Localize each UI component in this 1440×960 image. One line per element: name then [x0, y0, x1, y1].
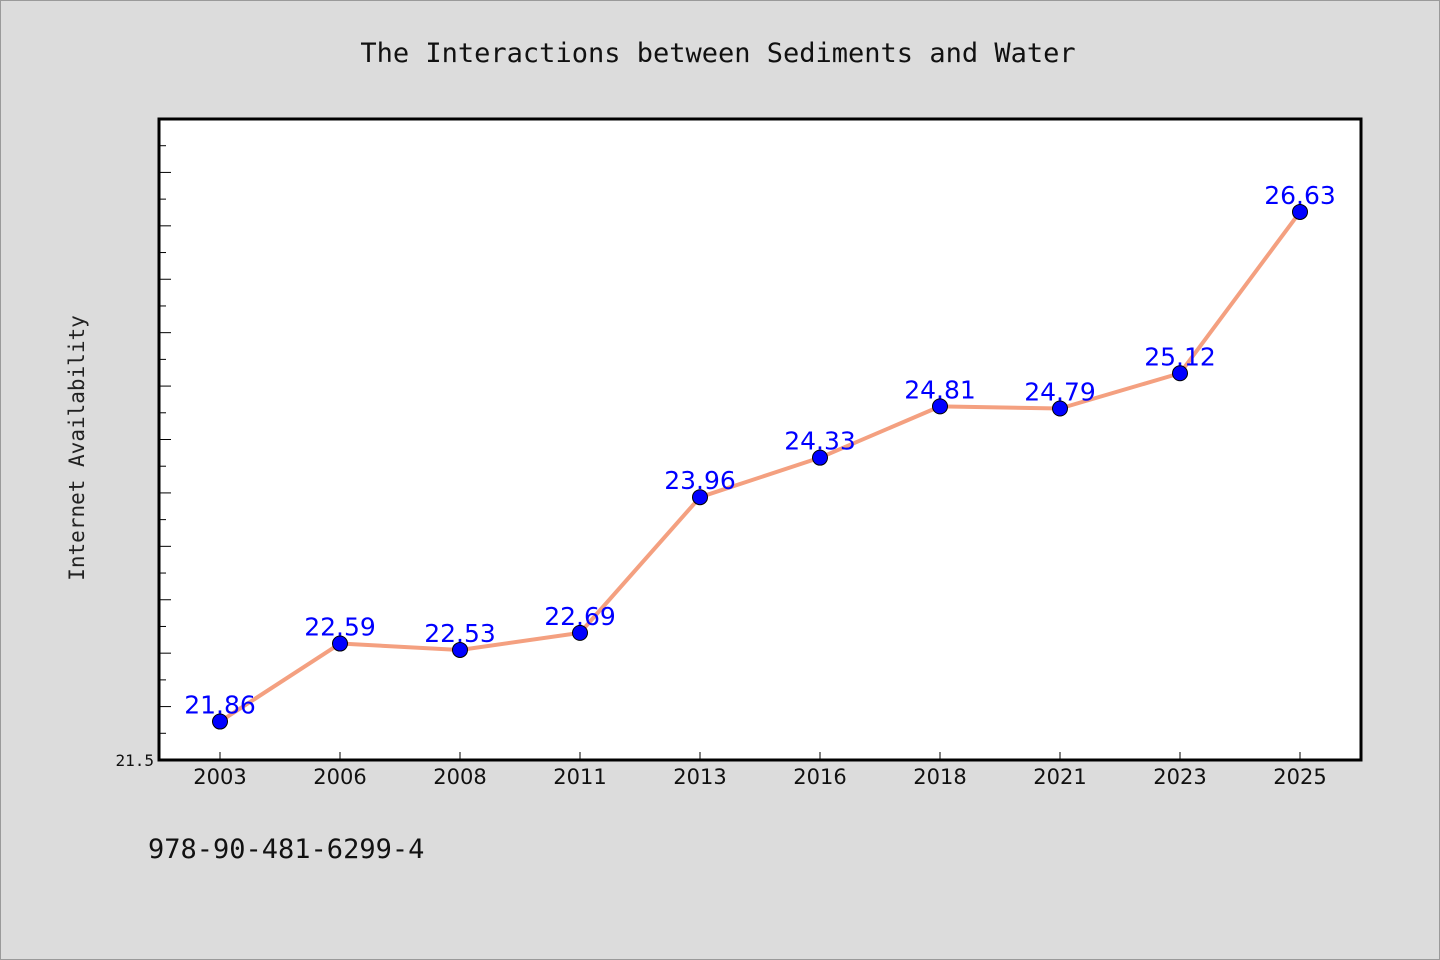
data-point: [692, 489, 708, 506]
data-point: [572, 624, 588, 641]
x-tick-label: 2008: [433, 765, 486, 789]
data-point: [1292, 203, 1308, 220]
x-tick-label: 2006: [313, 765, 366, 789]
data-label: 23.96: [664, 466, 736, 495]
data-label: 24.79: [1024, 378, 1096, 407]
data-label: 24.81: [904, 375, 976, 404]
data-point: [932, 398, 948, 415]
x-tick-label: 2011: [553, 765, 606, 789]
y-tick-label: 21.5: [115, 751, 154, 770]
plot-area: [157, 117, 1363, 762]
x-axis-ticks: 2003 2006 2008 2011 2013 2016 2018 2021 2023 2025: [193, 752, 1327, 789]
isbn-text: 978-90-481-6299-4: [148, 834, 425, 865]
series-line: [218, 210, 1302, 724]
data-label: 22.69: [544, 602, 616, 631]
data-label: 25.12: [1144, 342, 1216, 371]
x-tick-label: 2018: [913, 765, 966, 789]
data-label: 22.59: [304, 613, 376, 642]
series-group: 21.86 22.59 22.53 22.69 23.96 24.33 24.81 24.79…: [184, 181, 1336, 730]
y-axis-ticks: 21.5: [115, 118, 171, 770]
x-tick-label: 2003: [193, 765, 246, 789]
data-point: [812, 449, 828, 466]
data-point: [452, 641, 468, 658]
data-point: [212, 713, 228, 730]
data-point: [332, 635, 348, 652]
x-tick-label: 2021: [1033, 765, 1086, 789]
chart-title: The Interactions between Sediments and W…: [360, 38, 1075, 69]
data-label: 22.53: [424, 619, 496, 648]
data-label: 24.33: [784, 427, 856, 456]
data-label: 21.86: [184, 691, 256, 720]
data-label: 26.63: [1264, 181, 1336, 210]
data-point: [1052, 400, 1068, 417]
x-tick-label: 2016: [793, 765, 846, 789]
y-axis-label: Internet Availability: [65, 315, 89, 581]
x-tick-label: 2025: [1273, 765, 1326, 789]
data-point: [1172, 365, 1188, 382]
x-tick-label: 2013: [673, 765, 726, 789]
x-tick-label: 2023: [1153, 765, 1206, 789]
